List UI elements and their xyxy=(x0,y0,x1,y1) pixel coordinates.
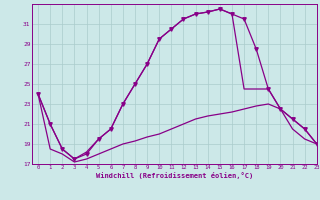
X-axis label: Windchill (Refroidissement éolien,°C): Windchill (Refroidissement éolien,°C) xyxy=(96,172,253,179)
